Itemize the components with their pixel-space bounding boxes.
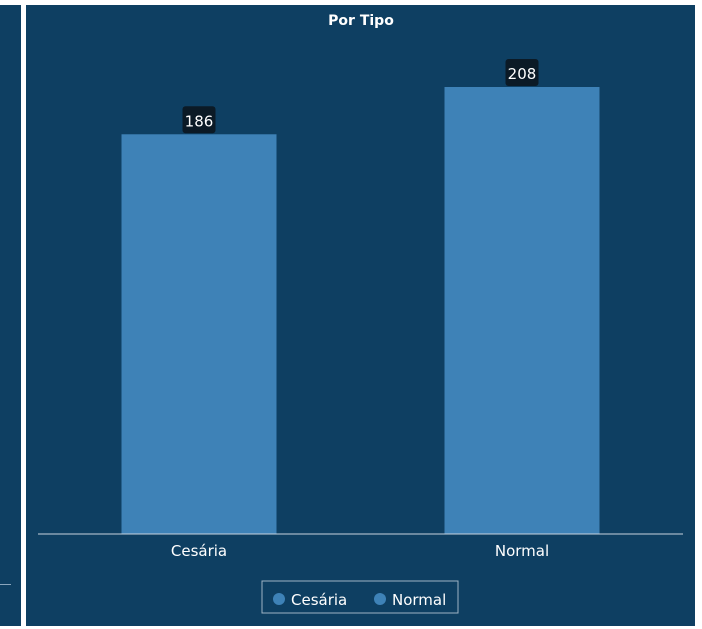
legend-label: Cesária [291,591,347,609]
legend-item-normal[interactable]: Normal [374,591,446,609]
legend-marker-icon [374,593,386,605]
legend-marker-icon [273,593,285,605]
legend[interactable]: Cesária Normal [261,580,459,614]
legend-box [261,580,459,614]
x-tick-label-cesaria: Cesária [171,542,227,560]
data-label-normal: 208 [505,59,539,86]
data-label-bg [505,59,539,86]
legend-item-cesaria[interactable]: Cesária [273,591,347,609]
bar-cesaria[interactable] [121,134,277,534]
adjacent-panel [0,5,21,626]
bar-normal[interactable] [444,87,600,534]
data-label-bg [182,106,216,134]
data-label-value: 208 [508,65,537,83]
data-label-value: 186 [185,112,214,130]
chart-panel: Por Tipo Cesária Normal 186 208 Cesária Nor… [26,5,695,626]
chart-title: Por Tipo [328,13,394,29]
bar-chart: Por Tipo Cesária Normal 186 208 Cesária Nor… [38,13,683,614]
x-tick-label-normal: Normal [495,542,549,560]
data-label-cesaria: 186 [182,106,216,134]
adjacent-panel-divider [0,584,11,585]
legend-label: Normal [392,591,446,609]
